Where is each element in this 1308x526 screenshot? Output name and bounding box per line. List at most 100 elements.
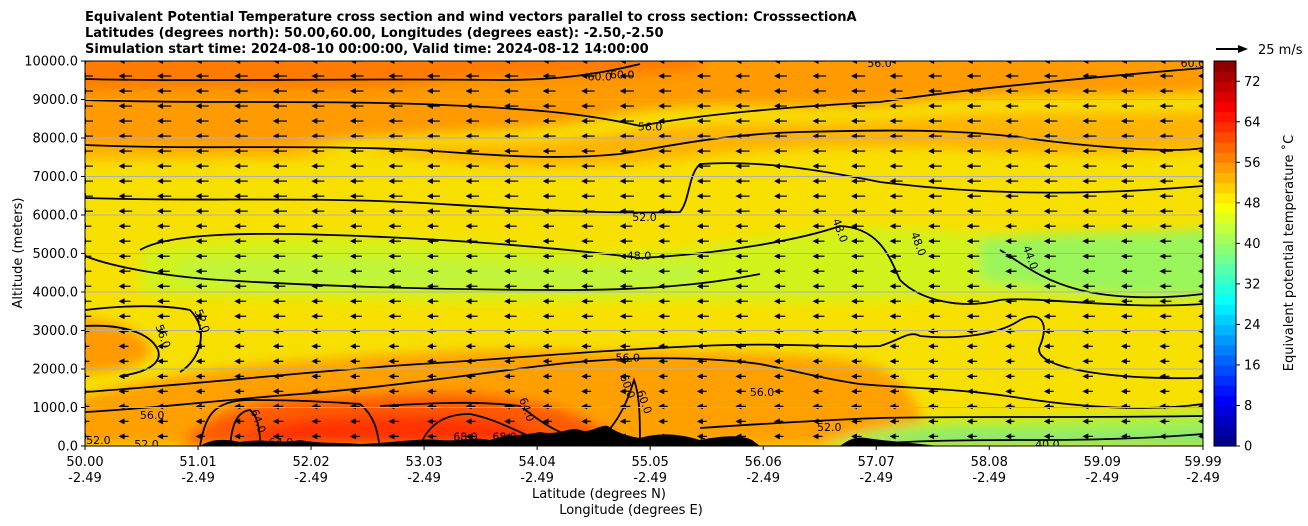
wind-vector-388 [1159, 253, 1172, 260]
wind-vector-361 [118, 253, 131, 260]
wind-vector-739 [812, 73, 827, 80]
colorbar-tick-label-4: 32 [1244, 277, 1261, 292]
wind-vector-398 [388, 238, 402, 245]
quiver-key-label: 25 m/s [1258, 43, 1303, 58]
contour-44 [999, 249, 1203, 299]
wind-vector-532 [928, 178, 942, 185]
contour-label-4: 48.0 [627, 249, 652, 262]
wind-vector-442 [928, 223, 941, 230]
title-line-1: Equivalent Potential Temperature cross s… [85, 10, 857, 25]
wind-vector-131 [504, 373, 515, 380]
wind-vector-153 [195, 358, 206, 365]
wind-vector-44 [619, 418, 631, 425]
wind-vector-238 [1159, 328, 1170, 335]
colorbar: 0 8 16 24 32 40 48 56 64 72 [1213, 60, 1261, 455]
colorbar-band-19 [1214, 243, 1236, 255]
wind-vector-6 [311, 433, 321, 440]
wind-vector-433 [581, 223, 594, 230]
wind-vector-328 [1159, 283, 1172, 290]
wind-vector-127 [349, 373, 360, 380]
wind-vector-416 [1082, 238, 1095, 245]
wind-vector-294 [1005, 298, 1017, 305]
wind-vector-680 [851, 103, 866, 110]
wind-vector-189 [426, 343, 437, 350]
colorbar-band-32 [1214, 111, 1236, 123]
wind-vector-564 [1005, 163, 1019, 170]
wind-vector-478 [1159, 208, 1174, 215]
wind-vector-359 [1198, 268, 1203, 274]
filled-region-northern-green [980, 229, 1203, 297]
wind-vector-160 [465, 358, 476, 365]
wind-vector-26 [1082, 433, 1093, 440]
wind-vector-765 [658, 61, 672, 64]
wind-vector-595 [1043, 148, 1058, 155]
wind-vector-392 [157, 238, 170, 245]
wind-vector-535 [1043, 178, 1058, 185]
wind-vector-423 [195, 223, 208, 230]
wind-vector-732 [542, 73, 556, 80]
wind-vector-684 [1005, 103, 1019, 110]
wind-vector-592 [928, 148, 942, 155]
contour-label-10: 56.0 [616, 351, 641, 364]
colorbar-band-13 [1214, 304, 1236, 315]
wind-vector-93 [195, 388, 206, 395]
wind-vector-542 [157, 163, 172, 170]
wind-vector-213 [195, 328, 206, 335]
wind-vector-201 [889, 343, 899, 350]
wind-vector-404 [619, 238, 633, 245]
wind-vector-444 [1005, 223, 1017, 230]
wind-vector-264 [1005, 313, 1017, 320]
wind-vector-551 [504, 163, 519, 170]
wind-vector-463 [581, 208, 595, 215]
wind-vector-503 [966, 193, 981, 200]
wind-vector-709 [812, 88, 827, 95]
wind-vector-184 [234, 343, 245, 350]
wind-vector-633 [195, 118, 209, 125]
wind-vector-339 [426, 268, 439, 275]
wind-vector-656 [1082, 118, 1097, 125]
wind-vector-306 [311, 283, 323, 290]
wind-vector-768 [773, 61, 787, 64]
wind-vector-46 [696, 418, 707, 425]
wind-vector-563 [966, 163, 981, 170]
wind-vector-309 [426, 283, 439, 290]
colorbar-band-27 [1214, 162, 1236, 174]
colorbar-band-4 [1214, 395, 1236, 407]
wind-vector-406 [696, 238, 709, 245]
colorbar-band-20 [1214, 233, 1236, 244]
wind-vector-725 [272, 73, 287, 80]
wind-vector-486 [311, 193, 325, 200]
colorbar-band-24 [1214, 192, 1236, 204]
wind-vector-430 [465, 223, 478, 230]
wind-vector-326 [1082, 283, 1095, 290]
wind-vector-33 [195, 418, 206, 425]
wind-vector-394 [234, 238, 247, 245]
wind-vector-197 [735, 343, 746, 350]
wind-vector-25 [1043, 433, 1054, 440]
wind-vector-685 [1043, 103, 1058, 110]
contour-label-25: 56.0 [867, 57, 892, 70]
wind-vector-738 [773, 73, 787, 80]
wind-vector-743 [966, 73, 981, 80]
wind-vector-308 [388, 283, 402, 290]
wind-vector-13 [581, 433, 592, 440]
wind-vector-533 [966, 178, 981, 185]
wind-vector-465 [658, 208, 672, 215]
wind-vector-544 [234, 163, 248, 170]
wind-vector-583 [581, 148, 595, 155]
wind-vector-696 [311, 88, 325, 95]
wind-vector-647 [735, 118, 750, 125]
wind-vector-435 [658, 223, 670, 230]
colorbar-tick-label-6: 48 [1244, 196, 1261, 211]
wind-vector-323 [966, 283, 980, 290]
wind-vector-255 [658, 313, 670, 320]
wind-vector-776 [1082, 61, 1097, 64]
wind-vector-688 [1159, 103, 1174, 110]
wind-vector-443 [966, 223, 980, 230]
wind-vector-447 [1120, 223, 1133, 230]
wind-vector-694 [234, 88, 248, 95]
wind-vector-701 [504, 88, 519, 95]
wind-vector-138 [773, 373, 784, 380]
wind-vector-173 [966, 358, 978, 365]
wind-vector-507 [1120, 193, 1134, 200]
